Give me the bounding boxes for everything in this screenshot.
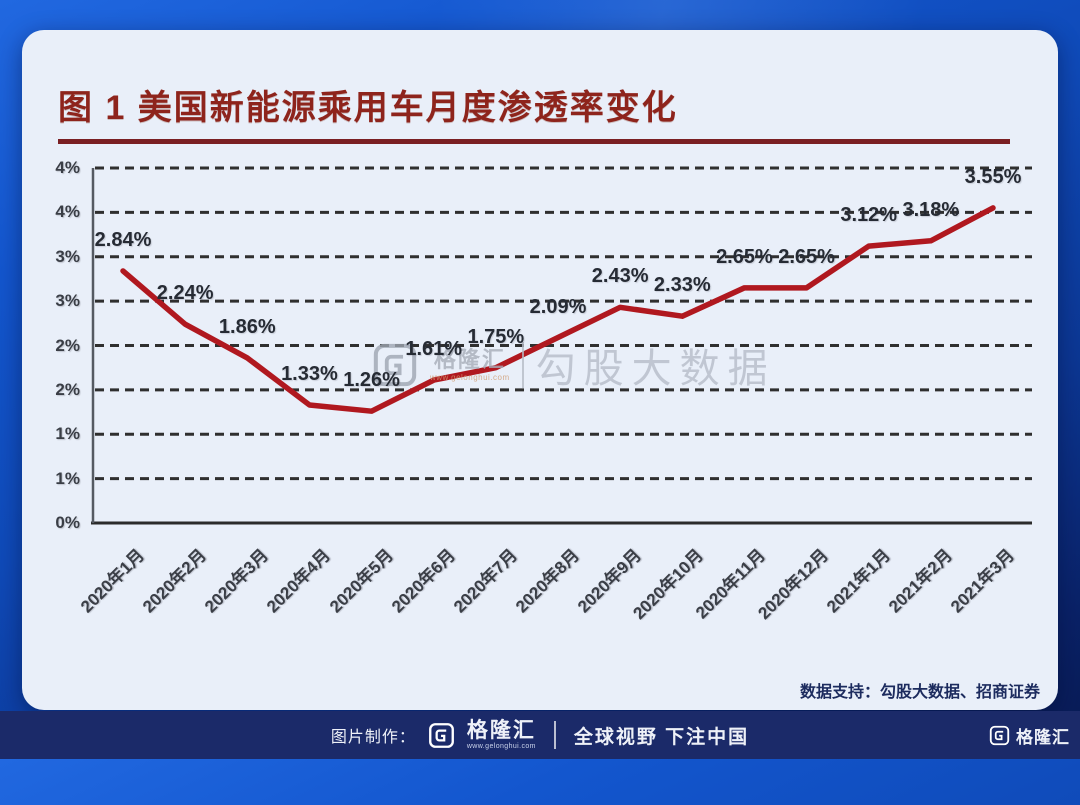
data-point-label: 3.12% bbox=[840, 204, 898, 227]
series-line bbox=[120, 205, 996, 414]
data-point-label: 2.24% bbox=[156, 282, 214, 305]
data-point-label: 2.09% bbox=[529, 295, 587, 318]
data-point-label: 2.33% bbox=[653, 274, 711, 297]
data-point-label: 3.55% bbox=[964, 165, 1022, 188]
y-axis-tick-label: 3% bbox=[55, 291, 80, 311]
data-point-label: 1.61% bbox=[405, 338, 463, 361]
gelonghui-logo-icon bbox=[428, 722, 454, 748]
data-point-label: 3.18% bbox=[902, 198, 960, 221]
data-point-label: 1.33% bbox=[281, 362, 338, 385]
data-point-label: 1.75% bbox=[467, 325, 525, 348]
brand-name: 格隆汇 bbox=[466, 719, 536, 742]
data-point-label: 1.26% bbox=[343, 369, 400, 392]
bar-slogan: 全球视野 下注中国 bbox=[573, 726, 750, 748]
data-point-label: 2.65% bbox=[778, 245, 835, 268]
data-point-label: 2.65% bbox=[716, 245, 773, 268]
y-axis-tick-label: 2% bbox=[55, 379, 80, 399]
y-axis-tick-label: 0% bbox=[55, 513, 80, 532]
corner-brand-name: 格隆汇 bbox=[1016, 727, 1070, 747]
chart-card: 图 1 美国新能源乘用车月度渗透率变化 格隆汇 www.gelonghui.co… bbox=[22, 30, 1058, 710]
line-chart: 格隆汇 www.gelonghui.com 勾股大数据 4% 4% 3% 3% 2% 2%… bbox=[22, 30, 1058, 710]
corner-brand: 格隆汇 bbox=[989, 711, 1070, 759]
y-axis-tick-label: 1% bbox=[55, 468, 80, 488]
chart-canvas bbox=[91, 166, 1032, 525]
brand-url: www.gelonghui.com bbox=[466, 743, 536, 750]
brand-block: 格隆汇 www.gelonghui.com bbox=[467, 720, 536, 750]
y-axis-tick-label: 4% bbox=[55, 158, 80, 177]
y-axis-tick-label: 1% bbox=[55, 424, 80, 444]
y-axis-tick-label: 4% bbox=[55, 202, 80, 222]
bottom-bar: 图片制作： 格隆汇 www.gelonghui.com 全球视野 下注中国 格隆… bbox=[0, 711, 1080, 759]
data-point-label: 2.43% bbox=[591, 265, 649, 288]
made-by-label: 图片制作： bbox=[330, 729, 416, 746]
gelonghui-logo-icon bbox=[989, 725, 1010, 745]
data-point-label: 1.86% bbox=[218, 315, 276, 338]
data-point-label: 2.84% bbox=[94, 228, 152, 251]
chart-title: 图 1 美国新能源乘用车月度渗透率变化 bbox=[58, 89, 678, 127]
y-axis-tick-label: 2% bbox=[55, 335, 80, 355]
bar-divider bbox=[553, 721, 556, 749]
source-note: 数据支持：勾股大数据、招商证券 bbox=[799, 684, 1040, 701]
y-axis-tick-label: 3% bbox=[55, 246, 80, 266]
title-underline bbox=[58, 139, 1010, 144]
